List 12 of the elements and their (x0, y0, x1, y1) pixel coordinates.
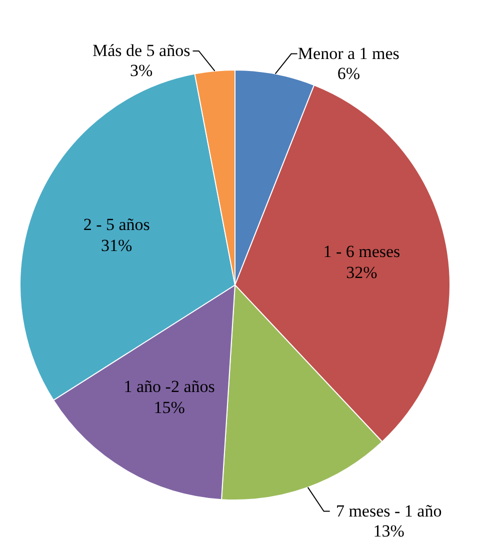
slice-label: 2 - 5 años (83, 214, 150, 234)
slice-label: Más de 5 años (92, 40, 190, 60)
data-label: 6% (337, 64, 360, 83)
data-label: 15% (154, 398, 185, 418)
slice-label: 7 meses - 1 año (336, 501, 442, 520)
slice-label: 1 - 6 meses (323, 242, 400, 261)
slice-label: 1 año -2 años (124, 377, 215, 396)
data-label: 31% (101, 236, 132, 255)
data-label: 13% (373, 521, 404, 540)
data-label: 3% (130, 60, 153, 80)
data-label: 32% (346, 262, 378, 282)
slice-label: Menor a 1 mes (298, 44, 400, 63)
